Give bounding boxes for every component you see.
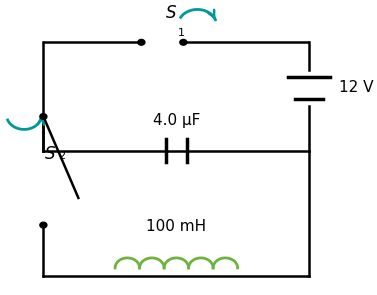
Text: S: S bbox=[166, 4, 176, 22]
Text: 2: 2 bbox=[58, 151, 66, 161]
Text: 4.0 μF: 4.0 μF bbox=[153, 113, 200, 128]
Circle shape bbox=[180, 40, 187, 45]
Circle shape bbox=[40, 114, 47, 119]
Text: 12 V: 12 V bbox=[339, 81, 374, 96]
Circle shape bbox=[40, 222, 47, 228]
Circle shape bbox=[138, 40, 145, 45]
Text: S: S bbox=[45, 145, 56, 163]
Text: 1: 1 bbox=[178, 28, 185, 38]
Text: 100 mH: 100 mH bbox=[146, 219, 207, 234]
